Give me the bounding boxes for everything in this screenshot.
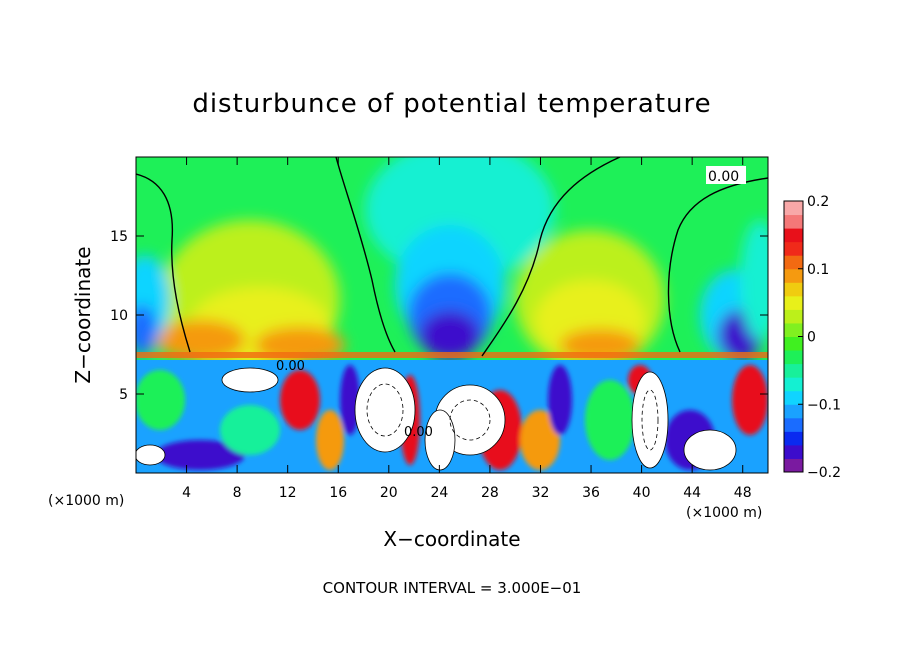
lower-white-cell — [136, 444, 166, 466]
y-tick-label: 10 — [110, 308, 128, 324]
x-unit-label-left: (×1000 m) — [48, 493, 124, 509]
colorbar-segment — [784, 282, 803, 297]
colorbar-segment — [784, 404, 803, 419]
lower-white-cell — [424, 409, 456, 471]
upper-blob — [740, 220, 768, 340]
x-tick-label: 12 — [279, 485, 297, 501]
colorbar-segment — [784, 295, 803, 310]
colorbar-segment — [784, 322, 803, 337]
contour-label: 0.00 — [708, 169, 739, 185]
y-tick-label: 15 — [110, 229, 128, 245]
x-unit-label-right: (×1000 m) — [686, 505, 762, 521]
x-tick-label: 40 — [633, 485, 651, 501]
colorbar-segment — [784, 431, 803, 446]
x-tick-label: 44 — [683, 485, 701, 501]
lower-white-cell — [631, 371, 669, 469]
plot-area: 0.00 0.00 0.00 4 8 12 16 20 24 28 32 36 40 44 48 51… — [110, 156, 769, 501]
colorbar-tick-label: 0 — [807, 330, 816, 346]
lower-white-cell — [354, 367, 416, 453]
dashed-contour — [366, 383, 404, 437]
zero-contours — [136, 157, 768, 357]
colorbar-tick-label: −0.2 — [807, 465, 841, 481]
colorbar-segment — [784, 228, 803, 243]
lower-blob — [155, 440, 245, 470]
x-tick-label: 32 — [532, 485, 550, 501]
contour-label-bg — [706, 166, 746, 184]
zero-contour-line — [667, 177, 768, 353]
x-tick-label: 16 — [329, 485, 347, 501]
zero-contour-line — [481, 157, 621, 357]
contour-label: 0.00 — [404, 425, 433, 440]
x-tick-label: 36 — [582, 485, 600, 501]
colorbar-segment — [784, 255, 803, 270]
y-axis: 5 10 15 — [110, 229, 768, 403]
x-tick-label: 24 — [430, 485, 448, 501]
inversion-band — [136, 352, 768, 358]
dashed-contour — [449, 399, 491, 441]
colorbar-segment — [784, 458, 803, 473]
colorbar-segment — [784, 417, 803, 432]
x-axis: 4 8 12 16 20 24 28 32 36 40 44 48 — [182, 157, 752, 501]
colorbar-segment — [784, 377, 803, 392]
zero-contour-line — [335, 157, 396, 353]
x-tick-label: 4 — [182, 485, 191, 501]
colorbar-segment — [784, 444, 803, 459]
lower-blob — [136, 370, 185, 430]
lower-white-cell — [683, 429, 737, 471]
zero-contour-line — [136, 173, 191, 353]
colorbar-segment — [784, 390, 803, 405]
colorbar-segment — [784, 363, 803, 378]
lower-blob — [585, 380, 635, 460]
lower-blob — [548, 365, 572, 435]
contour-label: 0.00 — [276, 359, 305, 374]
upper-blob — [155, 320, 245, 360]
x-axis-label: X−coordinate — [383, 527, 520, 551]
x-tick-label: 28 — [481, 485, 499, 501]
contour-interval-footer: CONTOUR INTERVAL = 3.000E−01 — [323, 579, 582, 597]
colorbar-segment — [784, 214, 803, 229]
lower-field — [136, 360, 768, 473]
lower-blob — [220, 405, 280, 455]
colorbar-segment — [784, 309, 803, 324]
colorbar-segment — [784, 268, 803, 283]
colorbar-tick-label: 0.1 — [807, 262, 829, 278]
x-tick-label: 48 — [734, 485, 752, 501]
lower-blob — [520, 410, 560, 470]
lower-blob — [316, 410, 344, 470]
chart-title: disturbunce of potential temperature — [192, 89, 711, 119]
lower-blob — [280, 370, 320, 430]
colorbar-tick-label: −0.1 — [807, 397, 841, 413]
dashed-contour — [641, 389, 659, 451]
colorbar-segment — [784, 201, 803, 216]
colorbar-segment — [784, 350, 803, 365]
upper-field — [136, 157, 768, 380]
colorbar-segment — [784, 241, 803, 256]
x-tick-label: 8 — [233, 485, 242, 501]
y-tick-label: 5 — [119, 387, 128, 403]
x-tick-label: 20 — [380, 485, 398, 501]
colorbar: 0.2 0.1 0 −0.1 −0.2 — [783, 194, 841, 481]
y-axis-label: Z−coordinate — [71, 246, 95, 383]
colorbar-segment — [784, 336, 803, 351]
colorbar-tick-label: 0.2 — [807, 194, 829, 210]
lower-white-cell — [221, 367, 279, 393]
lower-blob — [732, 365, 768, 435]
lower-blob — [340, 365, 360, 435]
upper-blob — [420, 311, 480, 359]
upper-blob — [136, 305, 157, 355]
